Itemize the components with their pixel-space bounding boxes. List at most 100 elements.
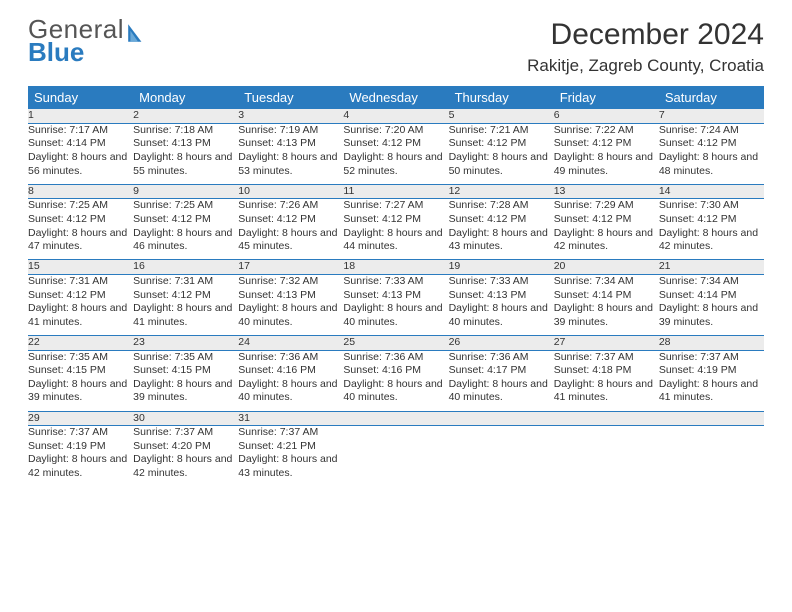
- day-cell: Sunrise: 7:37 AMSunset: 4:21 PMDaylight:…: [238, 426, 343, 487]
- daylight-line: Daylight: 8 hours and 40 minutes.: [343, 378, 448, 405]
- day-number: 26: [449, 335, 554, 350]
- sunset-line: Sunset: 4:12 PM: [343, 137, 448, 151]
- sunrise-line: Sunrise: 7:30 AM: [659, 199, 764, 213]
- sunset-line: Sunset: 4:21 PM: [238, 440, 343, 454]
- day-cell: Sunrise: 7:35 AMSunset: 4:15 PMDaylight:…: [28, 350, 133, 411]
- weekday-header: Sunday: [28, 86, 133, 109]
- day-number: 5: [449, 109, 554, 123]
- sunrise-line: Sunrise: 7:36 AM: [343, 351, 448, 365]
- day-number: 21: [659, 260, 764, 275]
- logo: General Blue: [28, 18, 148, 65]
- content-row: Sunrise: 7:31 AMSunset: 4:12 PMDaylight:…: [28, 274, 764, 335]
- sunrise-line: Sunrise: 7:36 AM: [449, 351, 554, 365]
- logo-text: General Blue: [28, 18, 124, 65]
- day-number: 4: [343, 109, 448, 123]
- daylight-line: Daylight: 8 hours and 48 minutes.: [659, 151, 764, 178]
- sunset-line: Sunset: 4:12 PM: [133, 289, 238, 303]
- day-number: 6: [554, 109, 659, 123]
- daylight-line: Daylight: 8 hours and 55 minutes.: [133, 151, 238, 178]
- sunrise-line: Sunrise: 7:17 AM: [28, 124, 133, 138]
- daylight-line: Daylight: 8 hours and 41 minutes.: [554, 378, 659, 405]
- location-subtitle: Rakitje, Zagreb County, Croatia: [527, 56, 764, 76]
- content-row: Sunrise: 7:37 AMSunset: 4:19 PMDaylight:…: [28, 426, 764, 487]
- sunrise-line: Sunrise: 7:24 AM: [659, 124, 764, 138]
- page-title: December 2024: [527, 18, 764, 52]
- day-number: 12: [449, 184, 554, 199]
- day-cell: Sunrise: 7:30 AMSunset: 4:12 PMDaylight:…: [659, 199, 764, 260]
- day-number: 14: [659, 184, 764, 199]
- daynum-row: 22232425262728: [28, 335, 764, 350]
- daylight-line: Daylight: 8 hours and 43 minutes.: [238, 453, 343, 480]
- sunrise-line: Sunrise: 7:25 AM: [28, 199, 133, 213]
- sail-icon: [126, 22, 148, 44]
- sunrise-line: Sunrise: 7:36 AM: [238, 351, 343, 365]
- sunset-line: Sunset: 4:15 PM: [133, 364, 238, 378]
- sunrise-line: Sunrise: 7:18 AM: [133, 124, 238, 138]
- sunset-line: Sunset: 4:19 PM: [28, 440, 133, 454]
- sunrise-line: Sunrise: 7:32 AM: [238, 275, 343, 289]
- daylight-line: Daylight: 8 hours and 42 minutes.: [554, 227, 659, 254]
- sunset-line: Sunset: 4:17 PM: [449, 364, 554, 378]
- day-cell: Sunrise: 7:36 AMSunset: 4:17 PMDaylight:…: [449, 350, 554, 411]
- weekday-header: Monday: [133, 86, 238, 109]
- sunset-line: Sunset: 4:16 PM: [343, 364, 448, 378]
- daylight-line: Daylight: 8 hours and 43 minutes.: [449, 227, 554, 254]
- daylight-line: Daylight: 8 hours and 56 minutes.: [28, 151, 133, 178]
- sunset-line: Sunset: 4:13 PM: [343, 289, 448, 303]
- empty-cell: [343, 426, 448, 487]
- sunrise-line: Sunrise: 7:35 AM: [28, 351, 133, 365]
- sunset-line: Sunset: 4:13 PM: [133, 137, 238, 151]
- sunset-line: Sunset: 4:12 PM: [238, 213, 343, 227]
- day-cell: Sunrise: 7:17 AMSunset: 4:14 PMDaylight:…: [28, 123, 133, 184]
- logo-word2: Blue: [28, 41, 124, 64]
- sunset-line: Sunset: 4:13 PM: [238, 137, 343, 151]
- sunrise-line: Sunrise: 7:31 AM: [28, 275, 133, 289]
- day-number: 31: [238, 411, 343, 426]
- content-row: Sunrise: 7:25 AMSunset: 4:12 PMDaylight:…: [28, 199, 764, 260]
- sunset-line: Sunset: 4:12 PM: [133, 213, 238, 227]
- daylight-line: Daylight: 8 hours and 49 minutes.: [554, 151, 659, 178]
- sunset-line: Sunset: 4:14 PM: [28, 137, 133, 151]
- sunset-line: Sunset: 4:12 PM: [554, 213, 659, 227]
- day-cell: Sunrise: 7:29 AMSunset: 4:12 PMDaylight:…: [554, 199, 659, 260]
- sunset-line: Sunset: 4:15 PM: [28, 364, 133, 378]
- sunrise-line: Sunrise: 7:31 AM: [133, 275, 238, 289]
- sunset-line: Sunset: 4:16 PM: [238, 364, 343, 378]
- day-cell: Sunrise: 7:28 AMSunset: 4:12 PMDaylight:…: [449, 199, 554, 260]
- sunset-line: Sunset: 4:14 PM: [554, 289, 659, 303]
- day-cell: Sunrise: 7:22 AMSunset: 4:12 PMDaylight:…: [554, 123, 659, 184]
- daylight-line: Daylight: 8 hours and 40 minutes.: [343, 302, 448, 329]
- sunset-line: Sunset: 4:12 PM: [449, 213, 554, 227]
- sunset-line: Sunset: 4:13 PM: [449, 289, 554, 303]
- sunrise-line: Sunrise: 7:26 AM: [238, 199, 343, 213]
- day-cell: Sunrise: 7:33 AMSunset: 4:13 PMDaylight:…: [449, 274, 554, 335]
- day-number: 24: [238, 335, 343, 350]
- day-cell: Sunrise: 7:37 AMSunset: 4:19 PMDaylight:…: [659, 350, 764, 411]
- daylight-line: Daylight: 8 hours and 50 minutes.: [449, 151, 554, 178]
- day-cell: Sunrise: 7:36 AMSunset: 4:16 PMDaylight:…: [238, 350, 343, 411]
- empty-daynum: [554, 411, 659, 426]
- day-cell: Sunrise: 7:36 AMSunset: 4:16 PMDaylight:…: [343, 350, 448, 411]
- daylight-line: Daylight: 8 hours and 47 minutes.: [28, 227, 133, 254]
- day-cell: Sunrise: 7:25 AMSunset: 4:12 PMDaylight:…: [133, 199, 238, 260]
- sunset-line: Sunset: 4:12 PM: [449, 137, 554, 151]
- daylight-line: Daylight: 8 hours and 53 minutes.: [238, 151, 343, 178]
- sunset-line: Sunset: 4:12 PM: [659, 137, 764, 151]
- sunset-line: Sunset: 4:13 PM: [238, 289, 343, 303]
- empty-cell: [449, 426, 554, 487]
- day-number: 28: [659, 335, 764, 350]
- sunrise-line: Sunrise: 7:33 AM: [343, 275, 448, 289]
- day-cell: Sunrise: 7:35 AMSunset: 4:15 PMDaylight:…: [133, 350, 238, 411]
- day-number: 20: [554, 260, 659, 275]
- day-number: 7: [659, 109, 764, 123]
- sunrise-line: Sunrise: 7:25 AM: [133, 199, 238, 213]
- sunrise-line: Sunrise: 7:34 AM: [554, 275, 659, 289]
- empty-cell: [554, 426, 659, 487]
- daylight-line: Daylight: 8 hours and 42 minutes.: [28, 453, 133, 480]
- daylight-line: Daylight: 8 hours and 40 minutes.: [238, 302, 343, 329]
- sunrise-line: Sunrise: 7:37 AM: [554, 351, 659, 365]
- daynum-row: 15161718192021: [28, 260, 764, 275]
- day-cell: Sunrise: 7:25 AMSunset: 4:12 PMDaylight:…: [28, 199, 133, 260]
- daylight-line: Daylight: 8 hours and 45 minutes.: [238, 227, 343, 254]
- day-number: 25: [343, 335, 448, 350]
